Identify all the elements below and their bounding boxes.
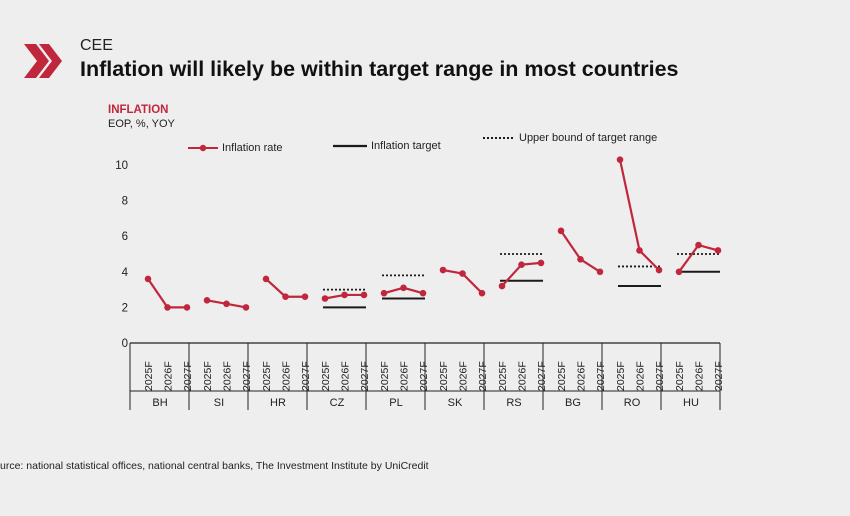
inflation-point-sk-2026f xyxy=(459,270,466,277)
x-tick-label: 2027F xyxy=(654,361,666,391)
inflation-point-pl-2027f xyxy=(419,289,427,297)
x-tick-label: 2027F xyxy=(300,361,312,391)
inflation-point-si-2025f xyxy=(203,296,211,304)
y-tick-label: 6 xyxy=(122,231,128,243)
legend-inflation-target-swatch xyxy=(333,144,367,148)
double-chevron-right-icon xyxy=(24,44,62,78)
inflation-point-bh-2027f xyxy=(183,304,191,311)
inflation-point-rs-2027f xyxy=(537,259,545,267)
legend-inflation-rate: Inflation rate xyxy=(188,142,283,154)
page-title: Inflation will likely be within target r… xyxy=(80,57,679,81)
country-label-si: SI xyxy=(214,397,224,409)
x-tick-label: 2025F xyxy=(320,361,332,391)
x-tick-label: 2026F xyxy=(458,361,470,391)
inflation-point-hu-2026f xyxy=(695,241,702,249)
x-tick-label: 2026F xyxy=(399,361,411,391)
x-tick-label: 2026F xyxy=(694,361,706,391)
x-tick-label: 2027F xyxy=(713,361,725,391)
x-tick-label: 2026F xyxy=(340,361,352,391)
source-note: urce: national statistical offices, nati… xyxy=(0,460,429,472)
country-label-hu: HU xyxy=(683,397,699,409)
y-tick-label: 2 xyxy=(122,302,128,314)
inflation-point-ro-2026f xyxy=(636,247,643,254)
country-label-cz: CZ xyxy=(330,397,345,409)
country-label-rs: RS xyxy=(506,397,521,409)
x-tick-label: 2025F xyxy=(143,361,155,391)
inflation-point-hu-2027f xyxy=(714,247,722,254)
x-tick-label: 2025F xyxy=(615,361,627,391)
inflation-line-hu xyxy=(678,243,719,273)
x-tick-label: 2027F xyxy=(359,361,371,391)
x-tick-label: 2025F xyxy=(556,361,568,391)
x-tick-label: 2025F xyxy=(261,361,273,391)
inflation-point-hr-2027f xyxy=(301,293,309,301)
inflation-point-hu-2025f xyxy=(675,268,683,276)
inflation-point-si-2026f xyxy=(223,300,230,308)
x-tick-label: 2026F xyxy=(635,361,647,391)
inflation-line-bh xyxy=(147,278,187,309)
legend-upper-bound-swatch xyxy=(483,137,515,139)
x-tick-label: 2027F xyxy=(477,361,489,391)
country-label-sk: SK xyxy=(448,397,463,409)
x-tick-label: 2027F xyxy=(418,361,430,391)
x-tick-label: 2026F xyxy=(281,361,293,391)
inflation-line-bg xyxy=(560,230,601,273)
x-tick-label: 2026F xyxy=(163,361,175,391)
country-label-bh: BH xyxy=(152,397,167,409)
y-tick-label: 4 xyxy=(122,267,129,279)
legend-inflation-rate-label: Inflation rate xyxy=(222,142,283,154)
legend-inflation-rate-swatch xyxy=(188,144,218,152)
inflation-point-bg-2025f xyxy=(557,227,565,235)
inflation-point-bh-2025f xyxy=(144,275,152,283)
x-tick-label: 2026F xyxy=(576,361,588,391)
inflation-point-ro-2027f xyxy=(655,266,663,274)
x-tick-label: 2027F xyxy=(241,361,253,391)
legend-inflation-target: Inflation target xyxy=(333,140,441,152)
inflation-point-cz-2027f xyxy=(360,291,368,299)
inflation-point-rs-2025f xyxy=(498,282,506,290)
y-tick-label: 10 xyxy=(115,160,128,172)
inflation-point-bg-2026f xyxy=(577,256,584,263)
legend-upper-bound-label: Upper bound of target range xyxy=(519,132,658,144)
country-label-hr: HR xyxy=(270,397,286,409)
chart-subtitle: EOP, %, YOY xyxy=(108,118,175,130)
inflation-point-rs-2026f xyxy=(518,261,525,268)
x-tick-label: 2027F xyxy=(536,361,548,391)
y-tick-label: 0 xyxy=(122,338,128,350)
x-tick-label: 2025F xyxy=(438,361,450,391)
country-label-ro: RO xyxy=(624,397,641,409)
x-tick-label: 2025F xyxy=(202,361,214,391)
inflation-point-pl-2025f xyxy=(380,289,388,297)
country-label-bg: BG xyxy=(565,397,581,409)
chart-title: INFLATION xyxy=(108,104,169,116)
x-tick-label: 2027F xyxy=(182,361,194,391)
country-label-pl: PL xyxy=(389,397,402,409)
x-tick-label: 2026F xyxy=(517,361,529,391)
y-tick-label: 8 xyxy=(122,196,128,208)
inflation-point-ro-2025f xyxy=(616,156,624,163)
x-tick-label: 2025F xyxy=(379,361,391,391)
inflation-point-sk-2027f xyxy=(478,289,486,297)
inflation-point-bh-2026f xyxy=(164,304,171,311)
inflation-point-cz-2026f xyxy=(341,291,348,299)
x-tick-label: 2025F xyxy=(497,361,509,391)
inflation-point-pl-2026f xyxy=(400,284,407,292)
inflation-point-cz-2025f xyxy=(321,295,329,302)
inflation-point-sk-2025f xyxy=(439,266,447,274)
inflation-point-si-2027f xyxy=(242,304,250,311)
legend-inflation-target-label: Inflation target xyxy=(371,140,441,152)
x-tick-label: 2026F xyxy=(222,361,234,391)
inflation-point-bg-2027f xyxy=(596,268,604,276)
legend-upper-bound: Upper bound of target range xyxy=(483,132,657,144)
inflation-point-hr-2026f xyxy=(282,293,289,301)
section-kicker: CEE xyxy=(80,37,113,54)
x-tick-label: 2027F xyxy=(595,361,607,391)
inflation-point-hr-2025f xyxy=(262,275,270,283)
x-tick-label: 2025F xyxy=(674,361,686,391)
